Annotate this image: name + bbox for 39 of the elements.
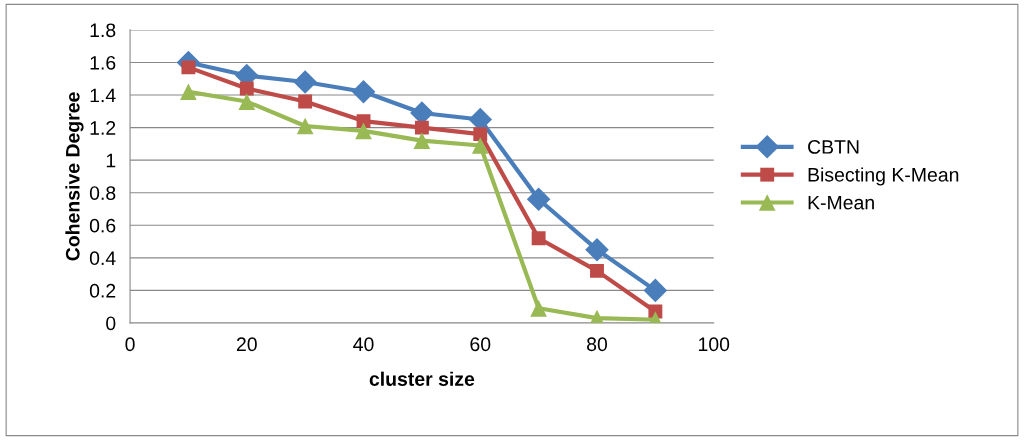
- point: [351, 80, 376, 104]
- y-tick-label: 0.6: [89, 218, 116, 233]
- point: [293, 70, 317, 94]
- point: [531, 231, 546, 246]
- point: [526, 187, 551, 212]
- point: [414, 120, 429, 135]
- x-tick-label: 40: [353, 337, 374, 352]
- x-tick-label: 20: [236, 337, 257, 352]
- legend-label: Bisecting K-Mean: [808, 167, 959, 186]
- y-axis-title: Cohensive Degree: [65, 92, 84, 261]
- point: [585, 237, 609, 262]
- point: [473, 127, 488, 142]
- y-tick-label: 1: [106, 153, 116, 168]
- x-tick-label: 100: [698, 337, 730, 352]
- y-tick-label: 1.2: [90, 121, 116, 135]
- x-tick-label: 80: [587, 337, 608, 352]
- x-axis-title: cluster size: [369, 371, 475, 386]
- point: [590, 263, 604, 278]
- point: [180, 83, 197, 101]
- point: [239, 81, 254, 96]
- legend-label: K-Mean: [808, 195, 874, 210]
- point: [471, 137, 489, 154]
- y-tick-label: 1.4: [90, 88, 116, 103]
- point: [296, 117, 314, 135]
- point: [413, 132, 431, 149]
- point: [355, 122, 372, 140]
- x-tick-label: 0: [125, 337, 135, 352]
- point: [643, 278, 668, 303]
- y-tick-label: 0: [106, 316, 116, 331]
- point: [298, 94, 313, 109]
- point: [530, 299, 547, 317]
- y-tick-label: 0.4: [89, 251, 116, 266]
- point: [238, 93, 256, 110]
- y-tick-label: 1.6: [90, 55, 116, 70]
- y-tick-label: 0.2: [89, 283, 116, 298]
- y-tick-label: 0.8: [89, 186, 116, 200]
- legend-label: CBTN: [808, 140, 859, 154]
- x-tick-label: 60: [470, 337, 491, 352]
- y-tick-label: 1.8: [90, 23, 116, 38]
